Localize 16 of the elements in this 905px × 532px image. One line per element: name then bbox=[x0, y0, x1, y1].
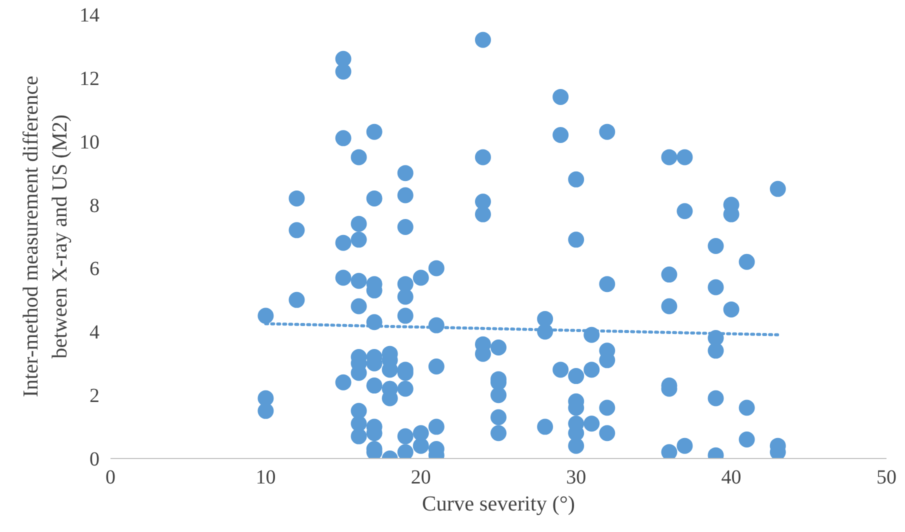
y-tick-label: 2 bbox=[90, 385, 100, 408]
y-tick-label: 0 bbox=[90, 448, 100, 470]
x-tick-label: 30 bbox=[566, 466, 586, 488]
x-axis-title: Curve severity (°) bbox=[422, 492, 576, 516]
x-tick-label: 50 bbox=[876, 466, 896, 488]
y-tick-label: 14 bbox=[80, 4, 100, 26]
y-tick-label: 4 bbox=[90, 322, 100, 344]
y-tick-label: 6 bbox=[90, 258, 100, 280]
y-axis-title: Inter-method measurement difference between X-ray and US (M2) bbox=[18, 76, 72, 398]
x-tick-label: 20 bbox=[410, 466, 431, 488]
y-tick-label: 12 bbox=[80, 68, 100, 90]
x-tick-label: 0 bbox=[106, 466, 116, 488]
y-tick-label: 10 bbox=[80, 131, 100, 154]
x-tick-label: 40 bbox=[721, 466, 742, 488]
x-tick-label: 10 bbox=[256, 466, 276, 488]
y-tick-label: 8 bbox=[90, 194, 100, 217]
